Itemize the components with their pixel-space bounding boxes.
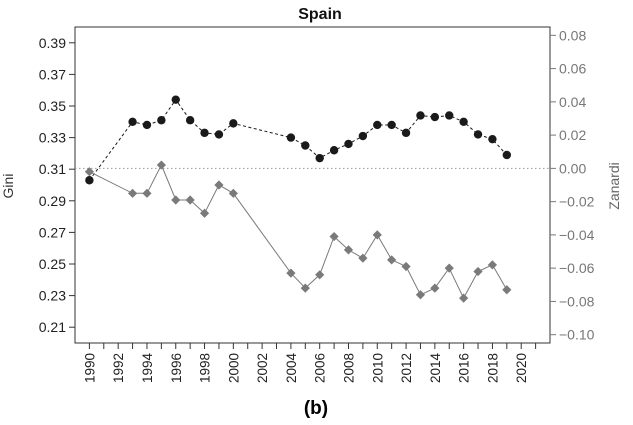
gini-data-point [301, 141, 310, 150]
gini-data-point [401, 128, 411, 138]
gini-data-point [171, 95, 180, 104]
right-axis-tick-label: 0.04 [559, 94, 586, 110]
x-axis-tick-label: 2002 [255, 353, 270, 383]
zanardi-data-point [459, 293, 469, 303]
right-axis-tick-label: −0.08 [559, 293, 595, 309]
right-axis-tick-label: −0.06 [559, 260, 595, 276]
plot-frame [74, 26, 551, 344]
zanardi-data-point [502, 285, 512, 295]
x-axis-tick-label: 2004 [284, 353, 299, 384]
right-axis-tick-label: −0.02 [559, 194, 595, 210]
x-axis-tick-label: 2014 [428, 353, 443, 384]
gini-data-point [459, 117, 468, 127]
zanardi-data-point [430, 283, 440, 293]
x-axis-tick-label: 2006 [313, 353, 328, 383]
x-axis-tick-label: 1990 [82, 353, 97, 383]
zanardi-data-point [372, 230, 382, 240]
left-axis-tick-label: 0.29 [39, 193, 66, 209]
gini-data-point [373, 120, 382, 130]
zanardi-data-point [127, 188, 138, 198]
x-axis-tick-label: 1992 [111, 353, 126, 383]
left-axis-label: Gini [0, 174, 16, 199]
x-axis-tick-label: 2012 [399, 353, 414, 383]
left-axis-tick-label: 0.33 [39, 130, 66, 146]
zanardi-data-point [473, 266, 483, 277]
x-axis-tick-label: 1996 [169, 353, 184, 383]
gini-data-point [416, 111, 425, 120]
gini-data-point [387, 120, 396, 130]
zanardi-data-point [487, 260, 498, 270]
zanardi-data-point [401, 261, 411, 272]
gini-data-point [229, 119, 238, 128]
gini-data-point [286, 133, 296, 142]
zanardi-series-line [89, 163, 508, 300]
gini-data-point [473, 130, 483, 139]
gini-data-point [329, 146, 339, 155]
x-axis-tick-label: 2016 [457, 353, 472, 383]
gini-data-point [445, 111, 454, 120]
gini-data-point [502, 150, 512, 160]
right-axis-tick-label: 0.06 [559, 61, 586, 77]
gini-data-point [315, 153, 324, 163]
zanardi-data-point [343, 245, 354, 255]
gini-data-point [128, 117, 137, 127]
zanardi-data-point [171, 195, 181, 205]
gini-data-point [200, 128, 209, 138]
x-axis-tick-label: 1994 [140, 353, 155, 384]
gini-data-point [85, 176, 94, 185]
right-axis-tick-label: −0.10 [559, 327, 595, 343]
left-axis-tick-label: 0.27 [39, 224, 66, 240]
right-axis-tick-label: 0.00 [559, 160, 586, 176]
x-axis-tick-label: 1998 [198, 353, 213, 383]
left-axis-tick-label: 0.39 [39, 35, 66, 51]
zanardi-data-point [185, 195, 195, 205]
left-axis-tick-label: 0.37 [39, 66, 66, 82]
right-axis-tick-label: 0.08 [559, 27, 586, 43]
gini-data-point [214, 130, 224, 139]
x-axis-tick-label: 2020 [514, 353, 529, 383]
gini-data-point [488, 134, 497, 144]
zanardi-data-point [358, 253, 368, 263]
zanardi-data-point [228, 188, 238, 198]
zanardi-data-point [329, 231, 339, 242]
x-axis-tick-label: 2010 [370, 353, 385, 383]
axes-layer: 0.21 0.23 0.25 0.27 0.29 0.31 0.33 0.35 0.37 0.39… [39, 27, 595, 383]
left-axis-tick-label: 0.35 [39, 98, 66, 114]
x-axis-tick-label: 2000 [226, 353, 241, 383]
gini-data-point [358, 131, 368, 141]
zanardi-data-point [156, 160, 166, 170]
left-axis-tick-label: 0.31 [39, 161, 66, 177]
zanardi-data-point [387, 255, 397, 265]
right-axis-label: Zanardi [606, 162, 622, 209]
left-axis-tick-label: 0.21 [39, 319, 66, 335]
x-axis-tick-label: 2018 [485, 353, 500, 383]
panel-label: (b) [304, 398, 328, 419]
right-axis-tick-label: −0.04 [559, 227, 595, 243]
zanardi-data-point [444, 263, 454, 273]
zanardi-data-point [142, 188, 152, 198]
zanardi-data-point [315, 270, 325, 280]
right-axis-tick-label: 0.02 [559, 127, 586, 143]
x-axis-tick-label: 2008 [341, 353, 356, 383]
gini-data-point [185, 116, 195, 125]
gini-data-point [142, 120, 152, 130]
gini-data-point [344, 139, 353, 149]
series-layer [84, 95, 512, 303]
zanardi-data-point [286, 268, 296, 278]
zanardi-data-point [199, 208, 210, 218]
chart-title: Spain [298, 6, 342, 23]
gini-data-point [430, 112, 440, 122]
zanardi-data-point [214, 180, 224, 190]
gini-data-point [157, 116, 166, 125]
left-axis-tick-label: 0.23 [39, 288, 66, 304]
zanardi-data-point [300, 283, 310, 293]
left-axis-tick-label: 0.25 [39, 256, 66, 272]
zanardi-data-point [84, 167, 94, 177]
zanardi-data-point [415, 290, 426, 300]
